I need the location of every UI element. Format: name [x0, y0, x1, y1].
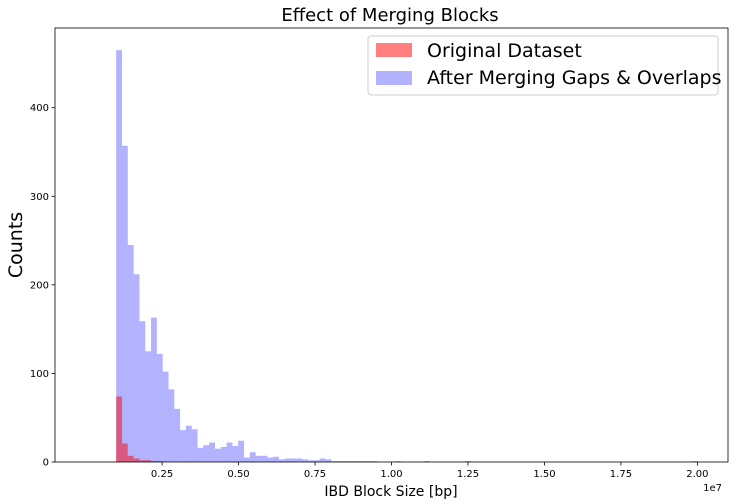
x-tick-label: 0.50: [227, 469, 249, 480]
bar-merged-39: [342, 461, 349, 462]
bar-merged-26: [267, 457, 274, 462]
bar-merged-36: [325, 459, 332, 462]
y-tick-label: 200: [30, 280, 49, 291]
y-tick-label: 0: [43, 458, 49, 469]
bar-merged-28: [278, 459, 285, 462]
x-axis-scale-label: 1e7: [703, 483, 722, 494]
bar-original-3: [133, 458, 140, 462]
bar-original-7: [156, 461, 163, 462]
bar-merged-10: [174, 408, 181, 462]
x-axis-label: IBD Block Size [bp]: [324, 484, 457, 500]
chart-title: Effect of Merging Blocks: [281, 5, 498, 26]
bar-original-0: [116, 396, 122, 462]
bar-merged-17: [214, 448, 221, 462]
bar-merged-21: [238, 440, 245, 462]
bar-original-1: [121, 443, 128, 462]
y-tick-label: 300: [30, 192, 49, 203]
bar-merged-22: [244, 457, 250, 462]
bar-merged-33: [307, 460, 314, 462]
legend: Original Dataset After Merging Gaps & Ov…: [367, 35, 722, 96]
bar-merged-24: [255, 455, 262, 462]
bar-merged-6: [151, 317, 157, 462]
bar-merged-60: [464, 461, 471, 462]
y-tick-label: 100: [30, 369, 49, 380]
legend-swatch-merged: [376, 71, 412, 85]
bar-merged-19: [226, 442, 233, 462]
y-axis-ticks: 0 100 200 300 400: [30, 103, 55, 469]
bar-merged-20: [232, 446, 239, 462]
y-tick-label: 400: [30, 103, 49, 114]
bar-merged-40: [348, 461, 355, 462]
bar-merged-9: [168, 389, 175, 462]
bar-merged-12: [185, 425, 192, 462]
x-tick-label: 1.50: [533, 469, 555, 480]
bar-merged-99: [691, 461, 698, 462]
x-tick-label: 0.75: [304, 469, 326, 480]
bar-merged-13: [191, 429, 198, 462]
bar-merged-53: [424, 461, 431, 462]
bar-merged-2: [127, 245, 134, 462]
bar-original-4: [139, 460, 146, 462]
bar-merged-27: [273, 456, 279, 462]
bar-merged-4: [139, 321, 146, 462]
bar-merged-7: [156, 353, 163, 462]
bars-layer: [116, 50, 698, 463]
bar-merged-35: [319, 458, 326, 462]
bar-merged-16: [209, 442, 215, 462]
bar-merged-37: [331, 461, 338, 462]
bar-merged-23: [249, 452, 256, 462]
bar-original-5: [145, 460, 152, 462]
legend-label-original: Original Dataset: [427, 40, 582, 62]
bar-merged-32: [302, 459, 308, 462]
bar-merged-1: [121, 145, 128, 463]
bar-original-2: [127, 455, 134, 462]
bar-merged-34: [313, 460, 320, 462]
x-axis-ticks: 0.25 0.50 0.75 1.00 1.25 1.50 1.75 2.00: [151, 462, 709, 480]
legend-label-merged: After Merging Gaps & Overlaps: [427, 67, 722, 89]
bar-merged-44: [371, 461, 378, 462]
bar-merged-41: [354, 461, 361, 462]
bar-merged-18: [220, 446, 227, 462]
bar-merged-30: [290, 458, 297, 462]
bar-merged-15: [203, 445, 210, 462]
x-tick-label: 1.75: [610, 469, 632, 480]
x-tick-label: 1.00: [380, 469, 402, 480]
bar-merged-38: [337, 461, 343, 462]
bar-merged-43: [366, 461, 372, 462]
bar-merged-29: [284, 458, 291, 462]
bar-merged-31: [296, 458, 303, 462]
bar-original-6: [151, 461, 157, 462]
bar-merged-14: [197, 447, 204, 462]
x-tick-label: 0.25: [151, 469, 173, 480]
bar-merged-8: [162, 371, 169, 462]
bar-merged-5: [145, 351, 152, 462]
bar-merged-48: [395, 461, 401, 462]
bar-merged-25: [261, 455, 268, 462]
legend-swatch-original: [376, 43, 412, 57]
x-tick-label: 2.00: [686, 469, 708, 480]
bar-merged-42: [360, 461, 367, 462]
legend-box: [367, 35, 719, 96]
x-tick-label: 1.25: [457, 469, 479, 480]
bar-merged-3: [133, 274, 140, 462]
bar-merged-11: [180, 430, 186, 462]
bar-merged-0: [116, 50, 122, 463]
y-axis-label: Counts: [5, 212, 27, 278]
